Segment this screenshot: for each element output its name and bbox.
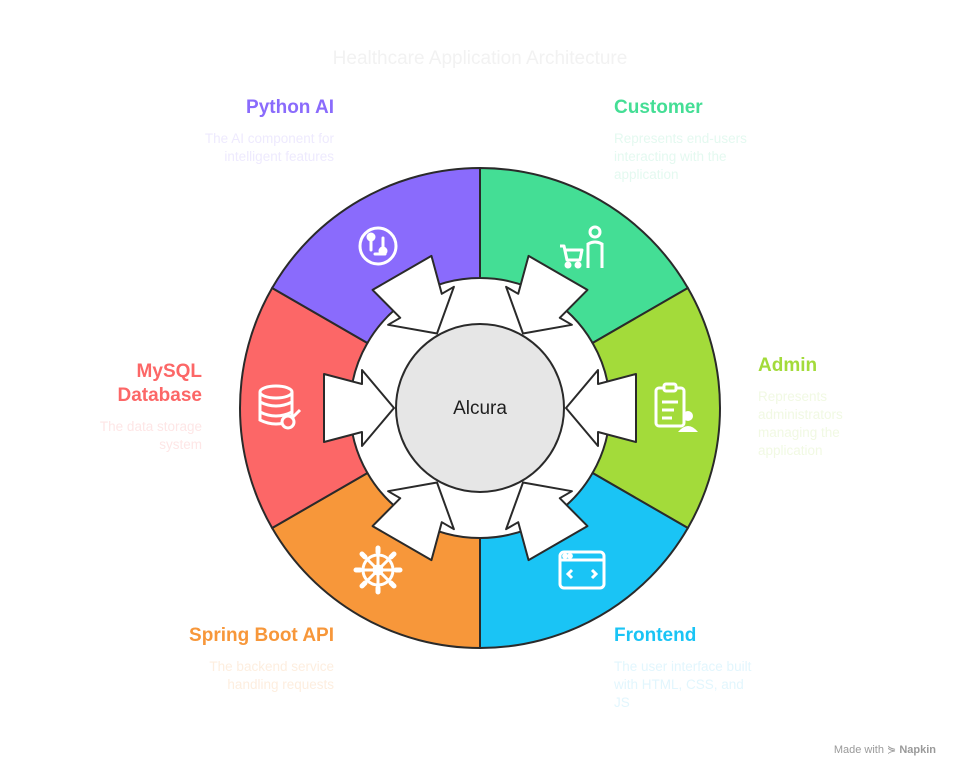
arrow-customer [505,254,589,335]
label-python-ai: Python AI The AI component for intellige… [174,96,334,166]
admin-heading: Admin [758,355,818,376]
center-hub [395,323,565,493]
diagram-title: Healthcare Application Architecture [332,48,628,69]
arrow-frontend [505,481,589,562]
browser-window-icon [558,550,606,590]
customer-description: Represents end-users interacting with th… [614,131,747,182]
python-ai-heading: Python AI [246,97,334,118]
arrow-python [371,254,455,335]
frontend-description: The user interface built with HTML, CSS,… [614,659,752,710]
label-frontend: Frontend The user interface built with H… [614,624,754,712]
spring-boot-heading: Spring Boot API [189,625,334,646]
shopping-cart-customer-icon [560,225,604,269]
clipboard-user-icon [654,382,698,432]
gear-wheel-icon [353,545,403,595]
label-admin: Admin Represents administrators managing… [758,354,888,460]
label-customer: Customer Represents end-users interactin… [614,96,774,184]
python-ai-description: The AI component for intelligent feature… [204,131,334,164]
database-icon [258,384,302,430]
ai-brain-circuit-icon [358,226,398,266]
footer-prefix: Made with [833,744,884,756]
footer-brand: Napkin [899,744,936,756]
label-spring-boot: Spring Boot API The backend service hand… [174,624,334,694]
mysql-description: The data storage system [99,419,202,452]
arrow-admin [565,369,637,447]
frontend-heading: Frontend [614,625,697,646]
arrow-mysql [323,369,395,447]
mysql-heading: MySQL Database [117,361,203,406]
customer-heading: Customer [614,97,703,118]
arrow-springboot [371,481,455,562]
spring-boot-description: The backend service handling requests [209,659,334,692]
admin-description: Represents administrators managing the a… [758,389,843,458]
made-with-napkin: Made with ⋟ Napkin [834,743,936,756]
napkin-logo-icon: ⋟ [887,744,897,756]
center-label: Alcura [453,398,507,419]
label-mysql: MySQL Database The data storage system [62,360,202,454]
